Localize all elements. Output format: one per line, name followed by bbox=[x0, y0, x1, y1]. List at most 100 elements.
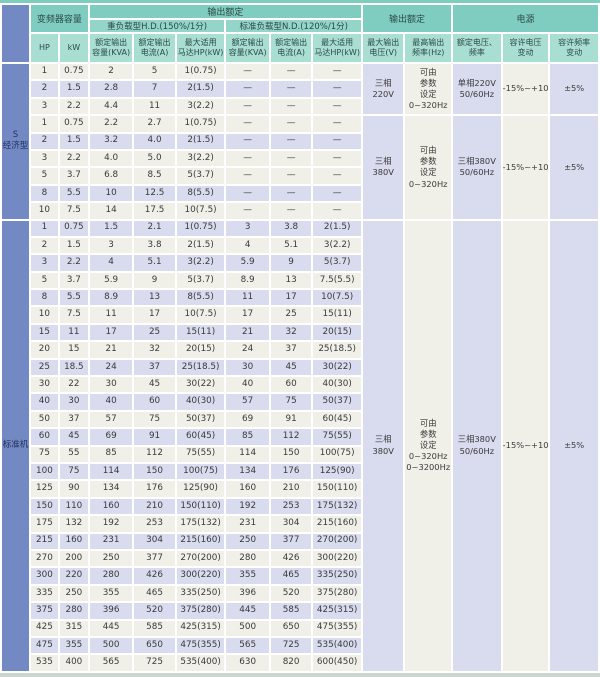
table-cell: 30 bbox=[30, 377, 58, 393]
table-cell: 1.5 bbox=[59, 237, 88, 254]
table-cell: 250 bbox=[89, 550, 133, 567]
table-cell: 1 bbox=[30, 64, 58, 80]
merged-freq-cell: 可由 参数 设定 0~320Hz bbox=[405, 116, 452, 219]
merged-volt-tol-cell: -15%~+10% bbox=[502, 116, 549, 219]
table-cell: 280 bbox=[89, 568, 133, 584]
table-cell: 475(355) bbox=[176, 637, 225, 654]
table-cell: 425(315) bbox=[313, 603, 361, 619]
table-cell: 30 bbox=[226, 359, 269, 376]
table-cell: 85 bbox=[226, 429, 269, 445]
table-cell: 45 bbox=[270, 359, 312, 376]
table-row: 50 37 57 75 50(37) 69 91 60(45) bbox=[2, 411, 598, 428]
table-cell: 535 bbox=[30, 655, 58, 671]
col-header-hd-kva: 额定输出 容量(KVA) bbox=[89, 34, 133, 62]
table-cell: 134 bbox=[226, 463, 269, 480]
table-cell: 280 bbox=[59, 603, 88, 619]
table-cell: 91 bbox=[270, 411, 312, 428]
table-cell: 2(1.5) bbox=[176, 133, 225, 149]
merged-voltage-cell: 三相 380V bbox=[363, 116, 404, 219]
table-cell: 300(220) bbox=[176, 568, 225, 584]
table-cell: 125(90) bbox=[313, 463, 361, 480]
table-cell: 520 bbox=[270, 585, 312, 602]
table-cell: 585 bbox=[134, 620, 175, 636]
table-cell: 45 bbox=[134, 377, 175, 393]
table-cell: 30 bbox=[89, 377, 133, 393]
table-cell: 91 bbox=[134, 429, 175, 445]
table-row: 335 250 355 465 335(250) 396 520 375(280) bbox=[2, 585, 598, 602]
table-cell: 426 bbox=[270, 550, 312, 567]
table-cell: 465 bbox=[134, 585, 175, 602]
table-cell: 2 bbox=[30, 133, 58, 149]
output-rating-header-right: 输出额定 bbox=[363, 5, 452, 32]
table-cell: 2(1.5) bbox=[176, 81, 225, 97]
table-cell: 5.5 bbox=[59, 185, 88, 202]
table-cell: 14 bbox=[89, 203, 133, 219]
table-cell: 10 bbox=[89, 185, 133, 202]
table-cell: 85 bbox=[89, 446, 133, 462]
table-cell: 132 bbox=[59, 516, 88, 532]
table-cell: 335(250) bbox=[176, 585, 225, 602]
table-cell: 50(37) bbox=[313, 394, 361, 410]
table-cell: 253 bbox=[270, 498, 312, 515]
table-cell: — bbox=[270, 81, 312, 97]
table-row: 215 160 231 304 215(160) 250 377 270(200) bbox=[2, 533, 598, 549]
table-cell: 15 bbox=[59, 342, 88, 358]
table-cell: 150(110) bbox=[176, 498, 225, 515]
table-cell: 475(355) bbox=[313, 620, 361, 636]
table-cell: 565 bbox=[89, 655, 133, 671]
merged-voltage-cell: 三相 380V bbox=[363, 220, 404, 671]
table-row: 300 220 280 426 300(220) 355 465 335(250) bbox=[2, 568, 598, 584]
merged-freq-cell: 可由 参数 设定 0~320Hz 0~3200Hz bbox=[405, 220, 452, 671]
table-cell: 375 bbox=[30, 603, 58, 619]
table-cell: 11 bbox=[89, 307, 133, 323]
table-cell: 335 bbox=[30, 585, 58, 602]
table-cell: — bbox=[226, 133, 269, 149]
table-cell: 425 bbox=[30, 620, 58, 636]
table-cell: — bbox=[270, 116, 312, 132]
table-row: 375 280 396 520 375(280) 445 585 425(315) bbox=[2, 603, 598, 619]
table-cell: 60 bbox=[30, 429, 58, 445]
table-cell: 630 bbox=[226, 655, 269, 671]
table-cell: 5(3.7) bbox=[313, 255, 361, 271]
table-cell: 304 bbox=[134, 533, 175, 549]
heavy-duty-header: 重负载型H.D.(150%/1分) bbox=[89, 20, 225, 32]
table-cell: 2.2 bbox=[59, 150, 88, 167]
table-cell: 280 bbox=[226, 550, 269, 567]
table-row: 100 75 114 150 100(75) 134 176 125(90) bbox=[2, 463, 598, 480]
table-cell: 60(45) bbox=[313, 411, 361, 428]
table-cell: 37 bbox=[270, 342, 312, 358]
table-cell: 355 bbox=[89, 585, 133, 602]
table-cell: 465 bbox=[270, 568, 312, 584]
table-row: 20 15 21 32 20(15) 24 37 25(18.5) bbox=[2, 342, 598, 358]
table-cell: — bbox=[313, 81, 361, 97]
table-cell: — bbox=[270, 185, 312, 202]
table-cell: 17 bbox=[134, 307, 175, 323]
table-cell: 150 bbox=[270, 446, 312, 462]
table-cell: 315 bbox=[59, 620, 88, 636]
table-cell: — bbox=[313, 185, 361, 202]
table-cell: 32 bbox=[270, 324, 312, 341]
table-cell: 10 bbox=[30, 307, 58, 323]
table-cell: 304 bbox=[270, 516, 312, 532]
table-cell: 535(400) bbox=[176, 655, 225, 671]
table-cell: 160 bbox=[226, 481, 269, 497]
table-cell: 9 bbox=[134, 272, 175, 289]
table-row: 8 5.5 8.9 13 8(5.5) 11 17 10(7.5) bbox=[2, 290, 598, 306]
table-cell: 210 bbox=[134, 498, 175, 515]
table-cell: 22 bbox=[59, 377, 88, 393]
table-cell: — bbox=[226, 64, 269, 80]
table-cell: 110 bbox=[59, 498, 88, 515]
table-row: 10 7.5 11 17 10(7.5) 17 25 15(11) bbox=[2, 307, 598, 323]
table-cell: 300(220) bbox=[313, 550, 361, 567]
table-cell: 75 bbox=[59, 463, 88, 480]
table-cell: 210 bbox=[270, 481, 312, 497]
table-cell: 150 bbox=[30, 498, 58, 515]
table-cell: 355 bbox=[226, 568, 269, 584]
table-cell: — bbox=[270, 150, 312, 167]
table-cell: 520 bbox=[134, 603, 175, 619]
table-cell: 535(400) bbox=[313, 637, 361, 654]
table-cell: 396 bbox=[89, 603, 133, 619]
merged-rated-cell: 单相220V 50/60Hz bbox=[453, 64, 501, 115]
table-cell: 725 bbox=[134, 655, 175, 671]
table-row: 10 7.5 14 17.5 10(7.5) — — — bbox=[2, 203, 598, 219]
